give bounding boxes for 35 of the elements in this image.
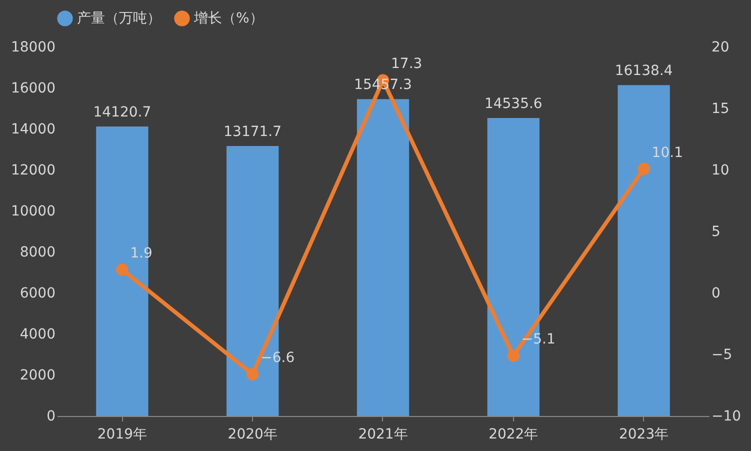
y-tick-label: 6000	[20, 286, 56, 302]
point	[246, 368, 259, 380]
y-tick-label: 0	[46, 408, 56, 424]
data-label: 16138.4	[614, 63, 673, 80]
x-tick-label: 2021年	[358, 426, 408, 442]
x-tick-label: 2020年	[228, 426, 278, 442]
y2-tick-label: −10	[712, 408, 742, 424]
data-label: 14535.6	[484, 96, 542, 112]
data-label: −5.1	[521, 332, 556, 348]
y-tick-label: 2000	[20, 368, 56, 384]
legend-label: 增长（%）	[193, 10, 264, 26]
y-tick-label: 16000	[10, 80, 56, 96]
y2-tick-label: 5	[712, 224, 720, 240]
point	[507, 350, 520, 362]
y2-tick-label: −5	[712, 347, 732, 363]
point	[116, 264, 128, 276]
y-tick-label: 10000	[10, 204, 56, 220]
y-tick-label: 8000	[20, 244, 56, 260]
x-tick-label: 2019年	[97, 426, 148, 442]
y-tick-label: 12000	[10, 162, 56, 178]
data-label: 14120.7	[93, 104, 152, 121]
data-label: 17.3	[391, 56, 422, 72]
y-tick-label: 14000	[10, 122, 56, 138]
bar	[356, 99, 410, 416]
y-tick-label: 18000	[10, 40, 56, 56]
point	[638, 162, 650, 175]
y-tick-label: 4000	[20, 326, 56, 342]
data-label: 13171.7	[224, 124, 282, 140]
y2-tick-label: 10	[712, 162, 730, 178]
y2-tick-label: 15	[712, 101, 730, 117]
y2-tick-label: 20	[712, 40, 730, 56]
y2-tick-label: 0	[712, 286, 720, 302]
legend-label: 产量（万吨）	[77, 10, 161, 26]
x-tick-label: 2023年	[618, 426, 669, 442]
x-tick-label: 2022年	[488, 426, 538, 442]
